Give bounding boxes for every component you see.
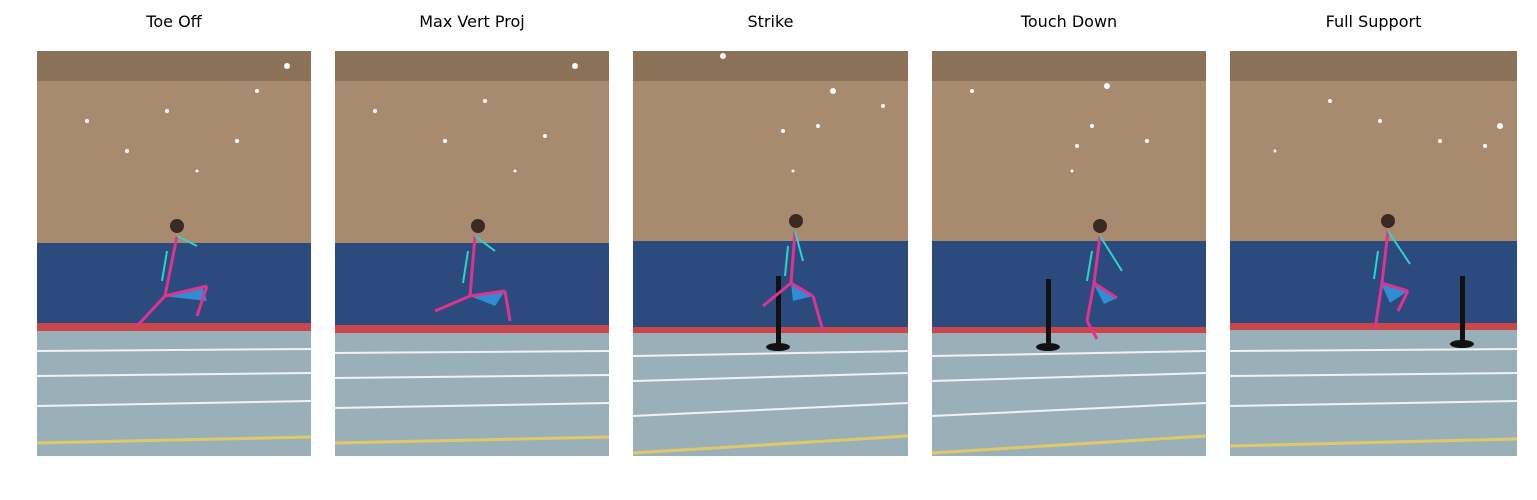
panel-title: Strike xyxy=(747,12,794,31)
frame-strike xyxy=(633,51,908,456)
panel-title: Toe Off xyxy=(146,12,202,31)
panel-title: Max Vert Proj xyxy=(419,12,525,31)
running-photo xyxy=(37,51,311,456)
frame-toe-off xyxy=(37,51,311,456)
running-photo xyxy=(633,51,908,456)
running-photo xyxy=(335,51,609,456)
panel-title: Touch Down xyxy=(1020,12,1118,31)
panel-title: Full Support xyxy=(1325,12,1422,31)
frame-max-vert-proj xyxy=(335,51,609,456)
frame-touch-down xyxy=(932,51,1206,456)
frame-full-support xyxy=(1230,51,1517,456)
running-photo xyxy=(1230,51,1517,456)
running-photo xyxy=(932,51,1206,456)
